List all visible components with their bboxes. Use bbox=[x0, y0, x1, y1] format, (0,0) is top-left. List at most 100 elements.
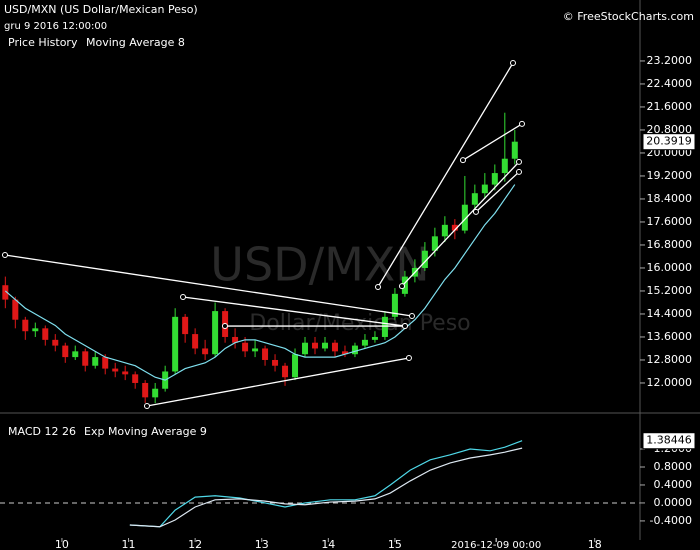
trendline-handle bbox=[472, 208, 479, 215]
y-tick-label: 12.0000 bbox=[647, 376, 693, 389]
x-tick-label: 14 bbox=[321, 538, 335, 550]
trendline-handle bbox=[405, 354, 412, 361]
trendline bbox=[4, 254, 413, 317]
legend-entry: MACD 12 26 bbox=[8, 425, 76, 438]
trendline-handle bbox=[515, 168, 522, 175]
candle-body bbox=[421, 250, 428, 268]
candle-body bbox=[292, 354, 299, 378]
trendline-handle bbox=[398, 283, 405, 290]
y-tick-label: 16.0000 bbox=[647, 261, 693, 274]
trendline-handle bbox=[515, 158, 522, 165]
moving-average-line bbox=[4, 184, 516, 381]
candle-body bbox=[471, 193, 478, 205]
y-tick-label: 21.6000 bbox=[647, 100, 693, 113]
candle-body bbox=[182, 316, 189, 335]
last-macd-box bbox=[642, 432, 696, 450]
x-tick-label: 15 bbox=[388, 538, 402, 550]
x-tick-label: 10 bbox=[55, 538, 69, 550]
y-tick-label: 18.4000 bbox=[647, 192, 693, 205]
candle-body bbox=[431, 236, 438, 251]
candle-body bbox=[212, 311, 219, 355]
trendline bbox=[462, 123, 523, 161]
trendline-handle bbox=[143, 402, 150, 409]
candle-body bbox=[371, 336, 378, 340]
last-macd-label: 1.38446 bbox=[646, 434, 692, 447]
y-tick-label: 13.6000 bbox=[647, 330, 693, 343]
candle-body bbox=[42, 328, 49, 340]
trendline-handle bbox=[1, 252, 8, 259]
candle-body bbox=[451, 224, 458, 231]
copyright: © FreeStockCharts.com bbox=[563, 10, 694, 23]
candle-body bbox=[391, 293, 398, 317]
y-tick-label: 14.4000 bbox=[647, 307, 693, 320]
macd-line bbox=[129, 440, 523, 528]
legend-entry: Price History bbox=[8, 36, 78, 49]
candle-body bbox=[202, 348, 209, 355]
x-tick-label: 18 bbox=[588, 538, 602, 550]
last-price-box bbox=[642, 133, 696, 151]
candle-body bbox=[2, 285, 9, 300]
candle-body bbox=[331, 342, 338, 352]
last-price-label: 20.3919 bbox=[646, 135, 692, 148]
trendline bbox=[401, 161, 520, 287]
trendline-handle bbox=[459, 157, 466, 164]
candle-body bbox=[232, 336, 239, 343]
candle-body bbox=[282, 365, 289, 378]
candle-body bbox=[172, 316, 179, 372]
candle-body bbox=[302, 342, 309, 355]
trendline bbox=[377, 62, 514, 288]
trendline bbox=[182, 296, 406, 327]
trendline-handle bbox=[518, 120, 525, 127]
candle-body bbox=[132, 374, 139, 383]
y-tick-label: 16.8000 bbox=[647, 238, 693, 251]
chart-title: USD/MXN (US Dollar/Mexican Peso) bbox=[4, 3, 198, 16]
y-tick-label: 12.8000 bbox=[647, 353, 693, 366]
trendline-handle bbox=[509, 59, 516, 66]
candle-body bbox=[312, 342, 319, 349]
candle-body bbox=[102, 357, 109, 369]
macd-line bbox=[129, 447, 523, 528]
legend-entry: Exp Moving Average 9 bbox=[84, 425, 207, 438]
y-tick-label: 0.8000 bbox=[654, 460, 693, 473]
y-tick-label: 17.6000 bbox=[647, 215, 693, 228]
candle-body bbox=[142, 382, 149, 398]
candle-body bbox=[72, 351, 79, 358]
y-tick-label: 22.4000 bbox=[647, 77, 693, 90]
candle-body bbox=[32, 328, 39, 332]
candle-body bbox=[22, 319, 29, 332]
plot-layer bbox=[0, 59, 640, 528]
legend-entry: Moving Average 8 bbox=[86, 36, 185, 49]
candle-body bbox=[112, 368, 119, 372]
candle-body bbox=[461, 204, 468, 231]
x-tick-label: 13 bbox=[255, 538, 269, 550]
candle-body bbox=[262, 348, 269, 360]
candle-body bbox=[242, 342, 249, 352]
trendline-handle bbox=[180, 294, 187, 301]
y-tick-label: 20.8000 bbox=[647, 123, 693, 136]
candle-body bbox=[361, 339, 368, 346]
candle-body bbox=[192, 334, 199, 349]
candle-body bbox=[321, 342, 328, 349]
candle-body bbox=[351, 345, 358, 355]
y-tick-label: 0.4000 bbox=[654, 478, 693, 491]
trendline bbox=[146, 357, 410, 407]
y-tick-label: 15.2000 bbox=[647, 284, 693, 297]
candle-body bbox=[381, 316, 388, 337]
candle-body bbox=[62, 345, 69, 358]
candle-body bbox=[501, 158, 508, 174]
y-tick-label: 23.2000 bbox=[647, 54, 693, 67]
candle-body bbox=[401, 276, 408, 294]
y-tick-label: 0.0000 bbox=[654, 496, 693, 509]
candle-body bbox=[441, 224, 448, 237]
y-tick-label: -0.4000 bbox=[650, 514, 692, 527]
watermark: USD/MXN bbox=[210, 238, 429, 292]
candle-body bbox=[491, 173, 498, 185]
candle-body bbox=[12, 299, 19, 320]
x-tick-label: 12 bbox=[188, 538, 202, 550]
candle-body bbox=[52, 339, 59, 346]
candle-body bbox=[152, 388, 159, 398]
candle-body bbox=[272, 359, 279, 366]
